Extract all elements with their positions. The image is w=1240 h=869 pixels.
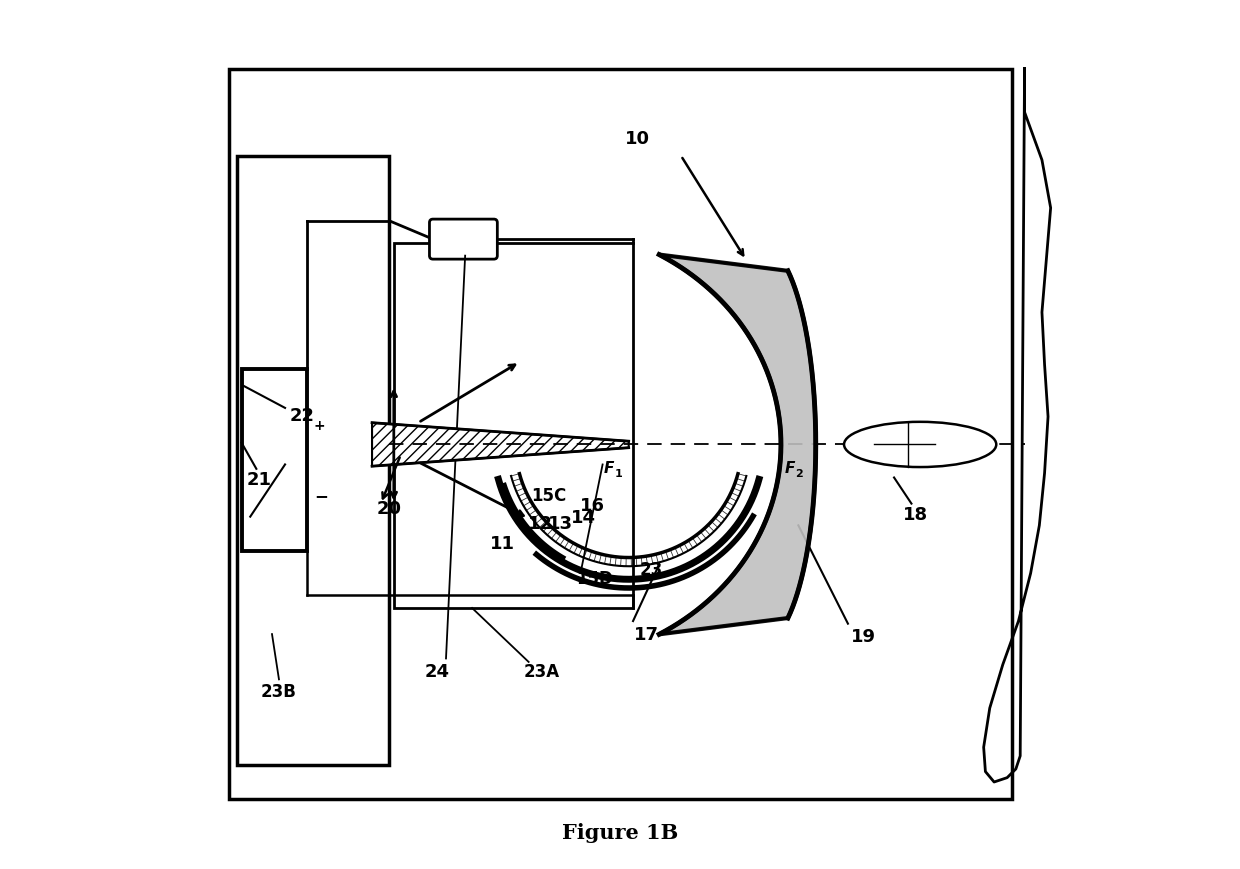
Polygon shape xyxy=(372,423,629,467)
Text: 23: 23 xyxy=(639,561,662,578)
Text: 18: 18 xyxy=(903,506,929,523)
Text: Figure 1B: Figure 1B xyxy=(562,823,678,842)
Polygon shape xyxy=(660,255,816,634)
Text: 1: 1 xyxy=(614,468,622,479)
Ellipse shape xyxy=(844,422,996,468)
Text: 19: 19 xyxy=(851,627,877,645)
Bar xyxy=(228,70,1012,799)
Text: 15D: 15D xyxy=(577,569,614,587)
Text: 10: 10 xyxy=(625,130,650,148)
Text: 2: 2 xyxy=(795,468,804,479)
Text: 23A: 23A xyxy=(523,662,559,680)
Text: 20: 20 xyxy=(377,500,402,517)
Text: 24: 24 xyxy=(425,662,450,680)
Text: F: F xyxy=(604,460,614,475)
Text: 11: 11 xyxy=(490,534,515,552)
Text: 23B: 23B xyxy=(262,682,296,700)
Text: 15C: 15C xyxy=(531,487,567,504)
Text: 12: 12 xyxy=(527,514,553,532)
Text: 16: 16 xyxy=(579,497,605,514)
Bar xyxy=(394,243,634,608)
Text: 13: 13 xyxy=(548,514,573,532)
Text: F: F xyxy=(785,460,795,475)
Text: 21: 21 xyxy=(247,471,272,488)
Text: −: − xyxy=(314,487,327,504)
FancyBboxPatch shape xyxy=(429,220,497,260)
Bar xyxy=(242,369,306,552)
Text: +: + xyxy=(314,419,325,433)
Text: 17: 17 xyxy=(634,626,658,643)
Text: 14: 14 xyxy=(570,508,596,526)
Text: 22: 22 xyxy=(290,407,315,424)
Bar xyxy=(237,156,389,765)
